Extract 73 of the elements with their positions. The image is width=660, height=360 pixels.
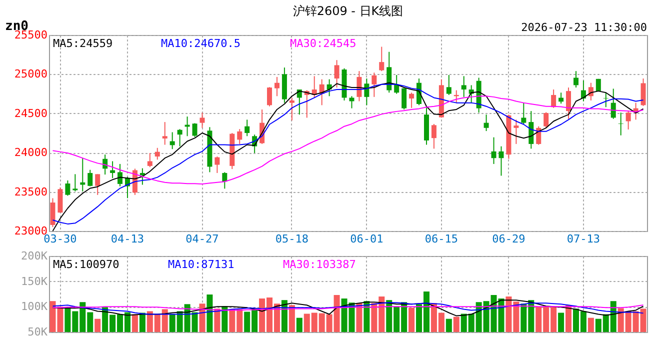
candlestick: [618, 112, 624, 136]
candlestick: [566, 87, 572, 120]
candlestick: [356, 70, 362, 102]
candlestick: [431, 123, 436, 150]
y-tick-label: 50K: [28, 326, 48, 338]
x-tick-label: 04-27: [186, 232, 219, 246]
candlestick: [177, 128, 182, 147]
text: MA30:103387: [283, 258, 356, 271]
text: 2026-07-23 11:30:00: [521, 21, 647, 34]
candlestick: [402, 88, 407, 110]
text: MA10:24670.5: [161, 37, 240, 50]
candlestick: [558, 92, 564, 104]
candlestick: [192, 122, 198, 138]
text: MA30:24545: [290, 37, 356, 50]
candlestick: [386, 51, 392, 94]
x-tick-label: 07-13: [566, 232, 600, 246]
candlestick: [640, 78, 646, 106]
candlestick: [50, 198, 56, 228]
candlestick: [200, 112, 205, 128]
candlestick: [544, 112, 549, 128]
candlestick: [446, 74, 452, 96]
candlestick: [147, 152, 152, 168]
candlestick: [409, 92, 414, 108]
candlestick: [349, 96, 354, 109]
candlestick: [626, 110, 631, 130]
x-tick-label: 04-13: [110, 232, 144, 246]
candlestick: [88, 169, 93, 187]
text: MA10:87131: [168, 258, 234, 271]
y-tick-label: 24500: [14, 106, 48, 120]
candlestick: [95, 174, 100, 196]
y-tick-label: 25000: [14, 68, 48, 81]
candlestick: [154, 147, 160, 160]
candlestick: [58, 186, 63, 214]
candlestick: [118, 163, 123, 187]
text: MA5:24559: [53, 37, 113, 50]
candlestick: [267, 86, 272, 107]
candlestick: [65, 180, 70, 196]
candlestick: [484, 114, 489, 132]
candlestick: [162, 122, 168, 146]
candlestick: [514, 119, 519, 144]
candlestick: [140, 168, 145, 186]
candlestick: [603, 92, 608, 108]
candlestick: [334, 60, 340, 88]
candlestick: [551, 88, 556, 108]
candlestick: [372, 72, 377, 98]
candlestick: [237, 128, 242, 144]
candlestick: [498, 146, 504, 176]
candlestick: [364, 78, 370, 106]
x-tick-label: 06-15: [424, 232, 458, 246]
candlestick: [491, 136, 496, 164]
chart-title: 沪锌2609 - 日K线图: [292, 4, 404, 18]
x-tick-label: 05-18: [275, 232, 308, 246]
candlestick: [110, 160, 116, 179]
candlestick: [274, 76, 280, 97]
x-tick-label: 06-01: [350, 232, 384, 246]
candlestick: [461, 76, 466, 98]
y-tick-label: 23500: [14, 185, 48, 198]
candlestick: [244, 119, 250, 137]
candlestick: [610, 88, 616, 120]
candlestick: [379, 46, 384, 72]
candlestick: [222, 172, 228, 190]
candlestick: [573, 70, 578, 88]
y-tick-label: 150K: [21, 274, 48, 288]
y-tick-label: 24000: [14, 146, 48, 160]
candlestick: [170, 132, 175, 150]
candlestick: [521, 102, 526, 124]
text: MA5:100970: [53, 258, 120, 271]
y-tick-label: 200K: [21, 250, 48, 262]
candlestick: [289, 97, 294, 121]
y-tick-label: 100K: [21, 300, 48, 314]
candlestick: [72, 174, 78, 192]
x-tick-label: 06-29: [492, 232, 526, 246]
candlestick: [214, 156, 220, 174]
